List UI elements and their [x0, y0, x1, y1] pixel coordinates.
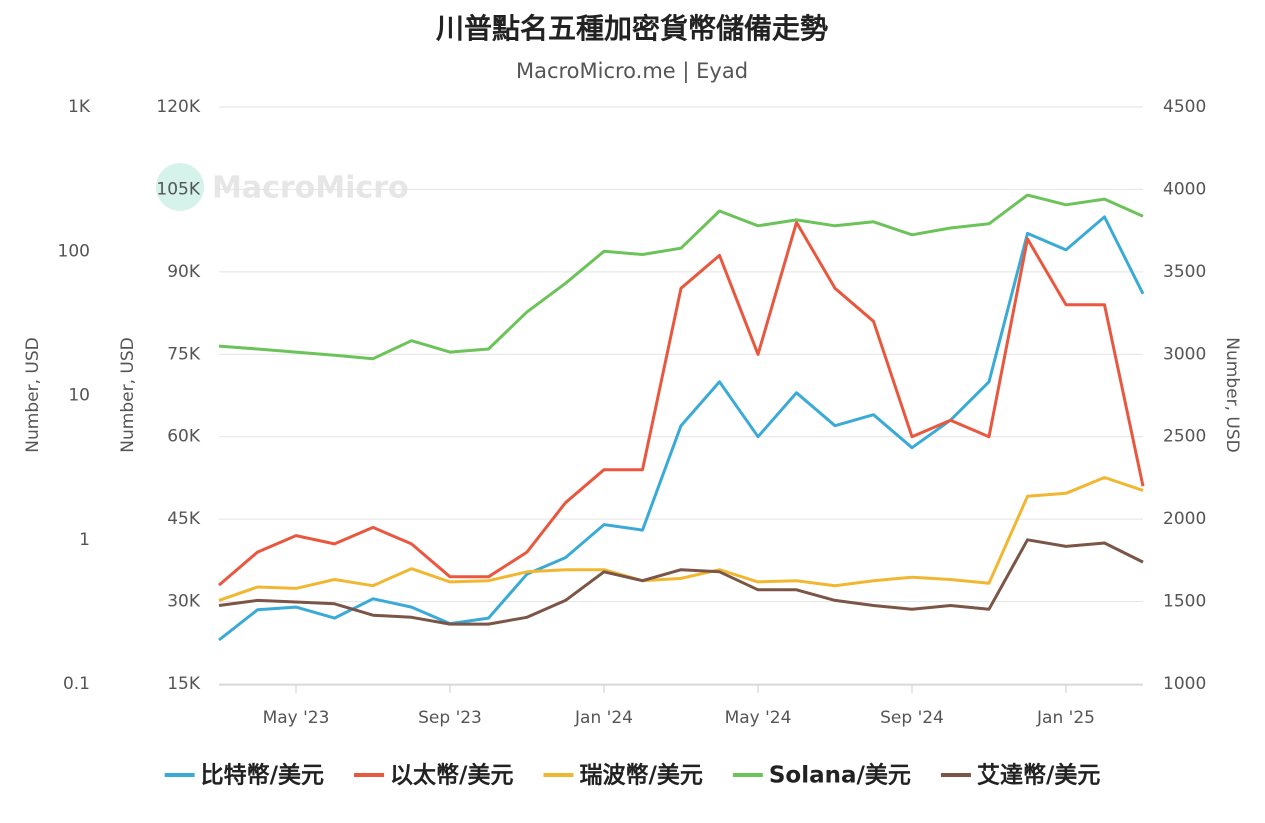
- y3-tick-label: 2500: [1163, 427, 1206, 447]
- y-tick-label: 1K: [68, 97, 91, 117]
- y-tick-label: 10: [68, 386, 90, 406]
- y2-tick-label: 60K: [167, 427, 201, 447]
- y2-tick-label: 15K: [167, 674, 201, 694]
- chart-title: 川普點名五種加密貨幣儲備走勢: [436, 12, 828, 45]
- y2-tick-label: 105K: [156, 179, 200, 199]
- series-line: [218, 220, 1145, 587]
- series-line: [218, 538, 1144, 626]
- y-axis-title: Number, USD: [23, 337, 43, 452]
- chart-subtitle: MacroMicro.me | Eyad: [516, 59, 748, 84]
- series-line: [218, 193, 1144, 361]
- y3-tick-label: 4000: [1163, 179, 1206, 199]
- legend-label: 瑞波幣/美元: [579, 762, 702, 789]
- y3-tick-label: 3000: [1163, 344, 1206, 364]
- y2-tick-label: 120K: [156, 97, 200, 117]
- x-tick-label: Sep '24: [880, 708, 944, 728]
- y-tick-label: 100: [58, 241, 90, 261]
- y3-tick-label: 1500: [1163, 592, 1206, 612]
- series-line: [218, 215, 1145, 642]
- x-tick-label: Jan '24: [574, 708, 633, 728]
- y2-tick-label: 90K: [167, 262, 201, 282]
- x-tick-label: May '24: [725, 708, 792, 728]
- y2-tick-label: 75K: [167, 344, 201, 364]
- y3-tick-label: 4500: [1163, 97, 1206, 117]
- y2-axis-title: Number, USD: [118, 337, 138, 452]
- y2-tick-label: 45K: [167, 509, 201, 529]
- y-tick-label: 1: [79, 530, 90, 550]
- y3-tick-label: 1000: [1163, 674, 1206, 694]
- watermark: MacroMicro: [212, 171, 409, 206]
- x-tick-label: Jan '25: [1036, 708, 1095, 728]
- y3-axis-title: Number, USD: [1222, 337, 1242, 452]
- x-tick-label: May '23: [263, 708, 330, 728]
- legend-label: Solana/美元: [769, 762, 911, 789]
- legend-label: 比特幣/美元: [201, 762, 324, 789]
- legend: 比特幣/美元 以太幣/美元 瑞波幣/美元 Solana/美元 艾達幣/美元: [164, 762, 1100, 789]
- watermark-logo: [156, 163, 204, 211]
- series-line: [218, 476, 1144, 602]
- y3-tick-label: 3500: [1163, 262, 1206, 282]
- y3-tick-label: 2000: [1163, 509, 1206, 529]
- x-tick-label: Sep '23: [418, 708, 482, 728]
- y2-tick-label: 30K: [167, 592, 201, 612]
- legend-label: 以太幣/美元: [390, 762, 513, 789]
- legend-label: 艾達幣/美元: [977, 762, 1100, 789]
- y-tick-label: 0.1: [63, 674, 90, 694]
